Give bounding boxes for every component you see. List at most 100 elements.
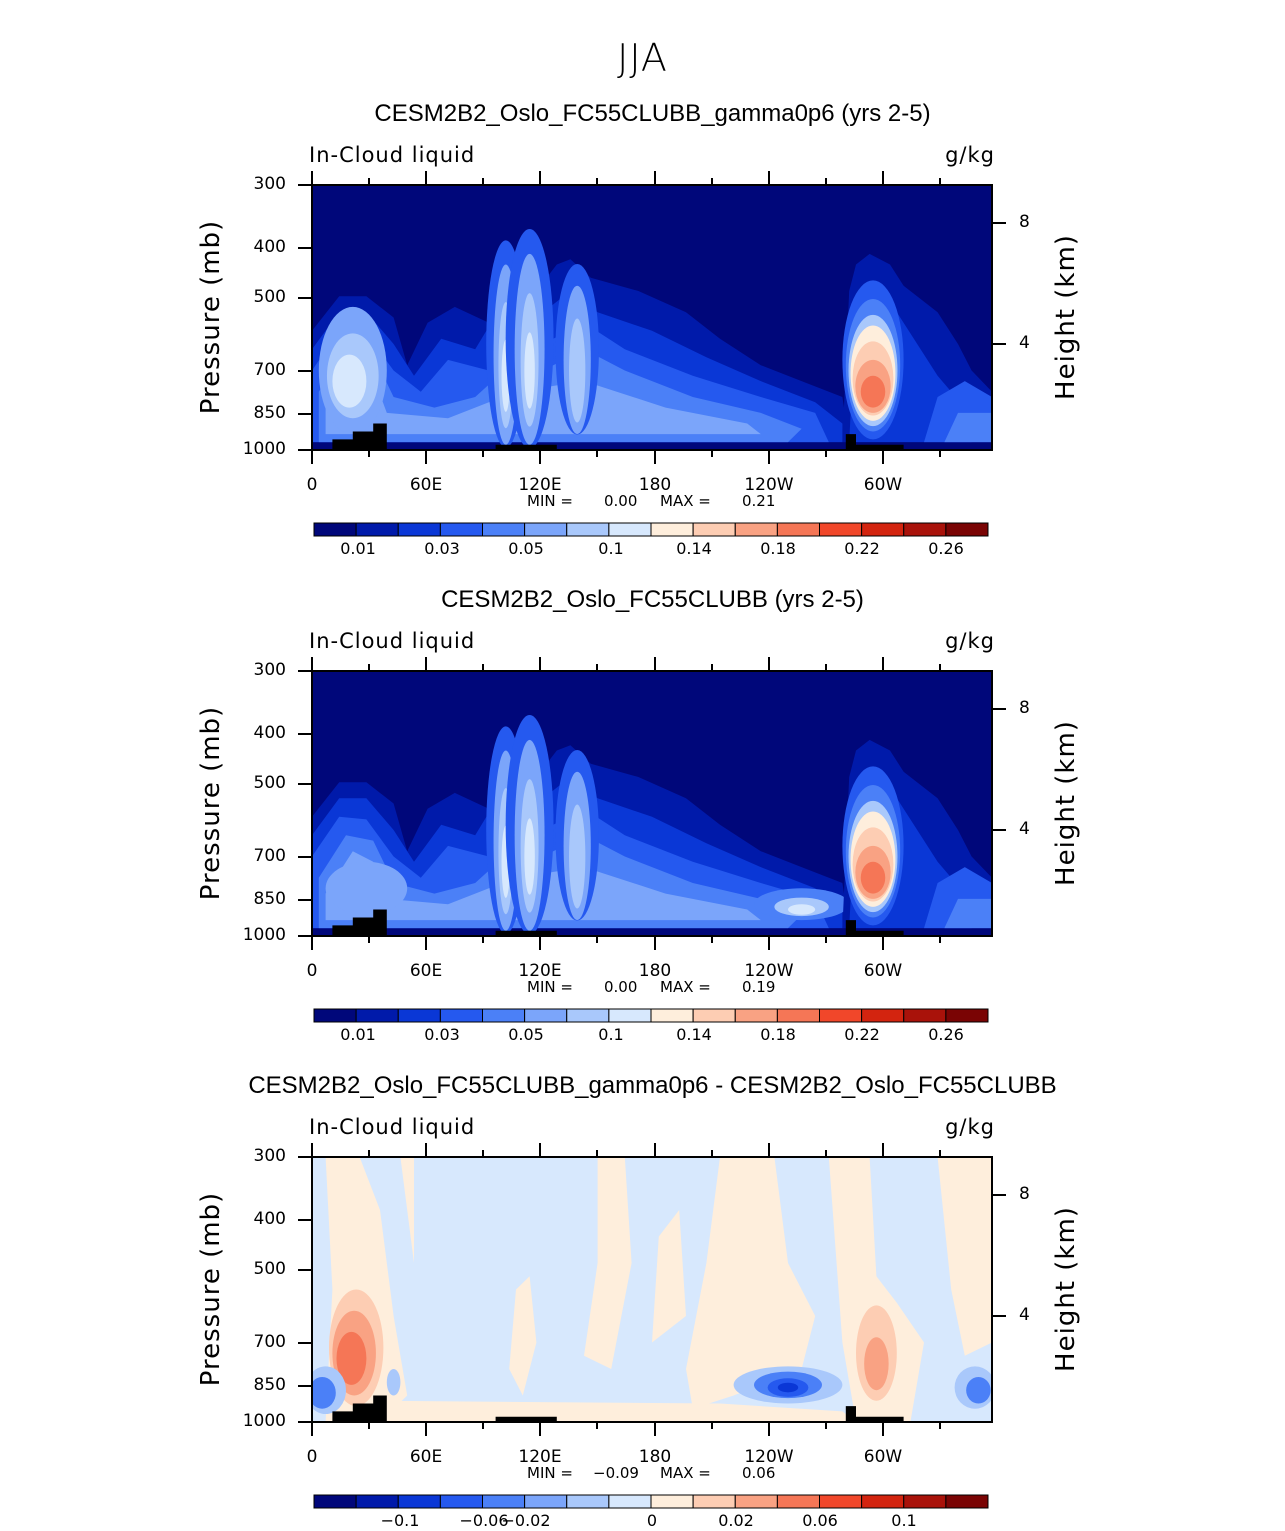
topography-africa: [332, 1395, 387, 1422]
panel-2-colorbar-label: 0.22: [844, 1025, 880, 1044]
panel-3-colorbar-label: −0.02: [501, 1511, 551, 1530]
colorbar-swatch: [608, 522, 652, 537]
colorbar-swatch: [397, 522, 441, 537]
panel-2-min-label: MIN =: [527, 978, 573, 996]
panel-1-xtick-60E: 60E: [409, 475, 443, 495]
contour-region: [828, 1157, 924, 1422]
panel-2-colorbar-label: 0.05: [508, 1025, 544, 1044]
colorbar-swatch: [608, 1008, 652, 1023]
panel-3-variable-label: In-Cloud liquid: [309, 1115, 476, 1139]
panel-1-ytick-1000: 1000: [242, 439, 286, 459]
colorbar-swatch: [482, 1494, 526, 1509]
panel-3-xtick-60E: 60E: [409, 1447, 443, 1467]
colorbar-swatch: [692, 1494, 736, 1509]
panel-3-max-value: 0.06: [742, 1464, 776, 1482]
panel-1-height-tick-4: 4: [1019, 333, 1030, 353]
colorbar-swatch: [608, 1494, 652, 1509]
panel-1-xtick-120W: 120W: [744, 475, 794, 495]
topography-africa: [332, 909, 387, 936]
panel-2-xtick-120E: 120E: [518, 961, 562, 981]
panel-2-ylabel-right: Height (km): [1051, 719, 1081, 886]
colorbar-swatch: [861, 1494, 905, 1509]
panel-1-ytick-850: 850: [253, 403, 286, 423]
colorbar-swatch: [861, 1008, 905, 1023]
colorbar-swatch: [945, 1008, 989, 1023]
contour-region: [944, 898, 992, 929]
contour-region: [524, 818, 535, 895]
panel-3-ytick-850: 850: [253, 1375, 286, 1395]
panel-1-min-value: 0.00: [604, 492, 638, 510]
topography-asia: [495, 444, 557, 450]
panel-3-ylabel-right: Height (km): [1051, 1205, 1081, 1372]
colorbar-swatch: [819, 522, 863, 537]
colorbar-swatch: [903, 1494, 947, 1509]
panel-1-plot: [298, 171, 1006, 464]
panel-3-ytick-400: 400: [253, 1209, 286, 1229]
panel-3-ylabel: Pressure (mb): [196, 1191, 226, 1386]
panel-1-xtick-0: 0: [306, 475, 318, 495]
colorbar-swatch: [650, 522, 694, 537]
colorbar-swatch: [355, 1494, 399, 1509]
panel-1-colorbar-label: 0.26: [928, 539, 964, 558]
panel-2-colorbar-label: 0.03: [424, 1025, 460, 1044]
colorbar-swatch: [945, 1494, 989, 1509]
panel-3-xtick-120W: 120W: [744, 1447, 794, 1467]
contour-region: [509, 1276, 537, 1396]
contour-region: [336, 1331, 367, 1385]
panel-3-colorbar-label: 0.1: [891, 1511, 917, 1530]
contour-region: [966, 1376, 991, 1404]
panel-1-ylabel-right: Height (km): [1051, 233, 1081, 400]
panel-2-height-tick-4: 4: [1019, 819, 1030, 839]
colorbar-swatch: [524, 1008, 568, 1023]
colorbar-swatch: [566, 522, 610, 537]
panel-3-title: CESM2B2_Oslo_FC55CLUBB_gamma0p6 - CESM2B…: [248, 1072, 1057, 1099]
panel-2-max-value: 0.19: [742, 978, 776, 996]
colorbar-swatch: [439, 1494, 483, 1509]
panel-3-colorbar-label: 0: [646, 1511, 658, 1530]
panel-3-plot: [298, 1143, 1006, 1436]
panel-1-colorbar-label: 0.03: [424, 539, 460, 558]
panel-2-xtick-120W: 120W: [744, 961, 794, 981]
panel-1-min-label: MIN =: [527, 492, 573, 510]
panel-2-colorbar-label: 0.01: [340, 1025, 376, 1044]
colorbar-swatch: [313, 1494, 357, 1509]
panel-2-colorbar: [313, 1008, 989, 1023]
colorbar-swatch: [734, 1008, 778, 1023]
panel-2-ylabel: Pressure (mb): [196, 705, 226, 900]
panel-1-xtick-60W: 60W: [863, 475, 903, 495]
panel-2-colorbar-label: 0.18: [760, 1025, 796, 1044]
colorbar-swatch: [482, 1008, 526, 1023]
panel-2-colorbar-label: 0.14: [676, 1025, 712, 1044]
topography-andes: [845, 434, 904, 450]
panel-3-height-tick-8: 8: [1019, 1184, 1030, 1204]
panel-2-colorbar-label: 0.1: [598, 1025, 624, 1044]
panel-3-colorbar-label: 0.06: [802, 1511, 838, 1530]
panel-1-ylabel: Pressure (mb): [196, 219, 226, 414]
colorbar-swatch: [734, 1494, 778, 1509]
panel-3-ytick-700: 700: [253, 1332, 286, 1352]
contour-region: [864, 1337, 889, 1391]
panel-2-min-value: 0.00: [604, 978, 638, 996]
panel-2-xtick-60E: 60E: [409, 961, 443, 981]
panel-1-xtick-120E: 120E: [518, 475, 562, 495]
colorbar-swatch: [650, 1494, 694, 1509]
colorbar-swatch: [524, 1494, 568, 1509]
panel-1-colorbar-label: 0.05: [508, 539, 544, 558]
panel-3-units-label: g/kg: [945, 1115, 995, 1139]
panel-1-max-label: MAX =: [660, 492, 711, 510]
panel-2-colorbar-label: 0.26: [928, 1025, 964, 1044]
panel-1-colorbar-label: 0.14: [676, 539, 712, 558]
panel-1-ytick-300: 300: [253, 174, 286, 194]
panel-3-colorbar: [313, 1494, 989, 1509]
colorbar-swatch: [903, 1008, 947, 1023]
panel-3-ytick-500: 500: [253, 1259, 286, 1279]
panel-1-colorbar-label: 0.22: [844, 539, 880, 558]
colorbar-swatch: [819, 1494, 863, 1509]
panel-2-title: CESM2B2_Oslo_FC55CLUBB (yrs 2-5): [441, 586, 864, 613]
panel-2-ytick-400: 400: [253, 723, 286, 743]
panel-1-ytick-500: 500: [253, 287, 286, 307]
panel-3-max-label: MAX =: [660, 1464, 711, 1482]
panel-3-min-label: MIN =: [527, 1464, 573, 1482]
contour-region: [569, 804, 586, 909]
contour-region: [788, 904, 816, 915]
